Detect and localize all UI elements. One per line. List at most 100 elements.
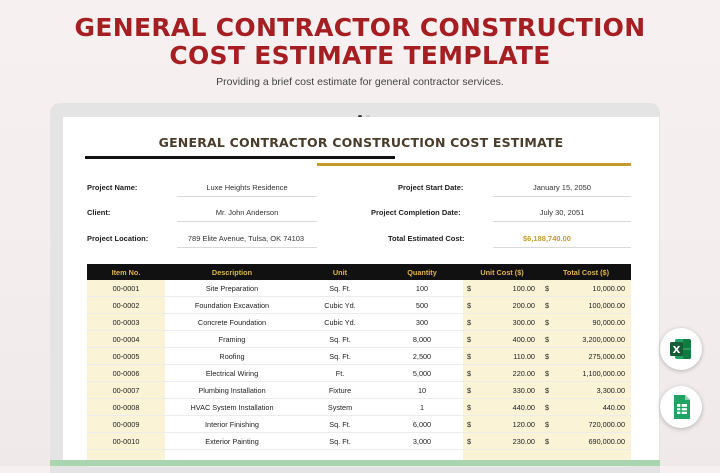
laptop-base-strip: [50, 460, 660, 466]
cell-quantity: 8,000: [381, 330, 463, 348]
cell-description: Roofing: [165, 347, 299, 365]
table-row: 00-0007 Plumbing Installation Fixture 10…: [87, 381, 632, 399]
cell-unit: Sq. Ft.: [299, 280, 381, 297]
header-unit-cost: Unit Cost ($): [463, 264, 541, 280]
divider: [177, 247, 317, 248]
cell-unit: Sq. Ft.: [299, 347, 381, 365]
location-value: 789 Elite Avenue, Tulsa, OK 74103: [187, 234, 305, 243]
cell-quantity: 300: [381, 313, 463, 331]
cell-currency: $: [463, 398, 477, 416]
carousel-dots: [356, 106, 372, 119]
hero-title-line2: COST ESTIMATE TEMPLATE: [169, 41, 551, 70]
cell-item-no: 00-0009: [87, 415, 165, 433]
table-row: 00-0010 Exterior Painting Sq. Ft. 3,000 …: [87, 432, 632, 450]
start-date-label: Project Start Date:: [398, 183, 464, 192]
cell-quantity: 10: [381, 381, 463, 399]
info-total-cost: Total Estimated Cost: $6,188,740.00: [363, 231, 631, 249]
cell-total-cost: 90,000.00: [555, 313, 632, 331]
cell-quantity: 500: [381, 296, 463, 314]
cost-table: Item No. Description Unit Quantity Unit …: [87, 264, 632, 467]
cell-unit-cost: 110.00: [477, 347, 541, 365]
table-row: 00-0004 Framing Sq. Ft. 8,000 $ 400.00 $…: [87, 330, 632, 348]
table-header-row: Item No. Description Unit Quantity Unit …: [87, 264, 632, 280]
cell-description: Electrical Wiring: [165, 364, 299, 382]
divider: [493, 221, 631, 222]
info-project-name: Project Name: Luxe Heights Residence: [87, 180, 317, 198]
cell-currency: $: [463, 313, 477, 331]
cell-currency: $: [541, 364, 555, 382]
total-cost-value: $6,188,740.00: [523, 234, 571, 243]
header-item-no: Item No.: [87, 264, 165, 280]
cell-unit-cost: 440.00: [477, 398, 541, 416]
cell-total-cost: 690,000.00: [555, 432, 632, 450]
cell-description: Site Preparation: [165, 280, 299, 297]
table-row: 00-0006 Electrical Wiring Ft. 5,000 $ 22…: [87, 364, 632, 382]
cell-description: HVAC System Installation: [165, 398, 299, 416]
table-row: 00-0005 Roofing Sq. Ft. 2,500 $ 110.00 $…: [87, 347, 632, 365]
start-date-value: January 15, 2050: [533, 183, 591, 192]
title-underline-black: [85, 156, 395, 159]
cell-currency: $: [541, 381, 555, 399]
info-location: Project Location: 789 Elite Avenue, Tuls…: [87, 231, 317, 249]
cell-unit-cost: 220.00: [477, 364, 541, 382]
cell-total-cost: 440.00: [555, 398, 632, 416]
cell-item-no: 00-0004: [87, 330, 165, 348]
cell-currency: $: [463, 432, 477, 450]
cell-unit-cost: 400.00: [477, 330, 541, 348]
cell-unit-cost: 230.00: [477, 432, 541, 450]
cell-currency: $: [541, 330, 555, 348]
header-quantity: Quantity: [381, 264, 463, 280]
cell-item-no: 00-0005: [87, 347, 165, 365]
cell-currency: $: [541, 415, 555, 433]
cell-currency: $: [541, 280, 555, 297]
table-row: 00-0009 Interior Finishing Sq. Ft. 6,000…: [87, 415, 632, 433]
cell-currency: $: [541, 347, 555, 365]
total-cost-label: Total Estimated Cost:: [388, 234, 465, 243]
header-unit: Unit: [299, 264, 381, 280]
client-value: Mr. John Anderson: [215, 208, 279, 217]
cell-description: Foundation Excavation: [165, 296, 299, 314]
cell-item-no: 00-0006: [87, 364, 165, 382]
cell-total-cost: 10,000.00: [555, 280, 632, 297]
excel-app-button[interactable]: X: [660, 328, 702, 370]
cell-total-cost: 275,000.00: [555, 347, 632, 365]
cell-currency: $: [541, 432, 555, 450]
project-name-label: Project Name:: [87, 183, 138, 192]
excel-icon: X: [670, 339, 691, 359]
divider: [177, 196, 317, 197]
cell-currency: $: [463, 296, 477, 314]
cell-description: Concrete Foundation: [165, 313, 299, 331]
document-sheet: GENERAL CONTRACTOR CONSTRUCTION COST EST…: [63, 117, 659, 467]
divider: [493, 196, 631, 197]
cell-item-no: 00-0001: [87, 280, 165, 297]
cell-total-cost: 100,000.00: [555, 296, 632, 314]
cell-unit: System: [299, 398, 381, 416]
location-label: Project Location:: [87, 234, 149, 243]
header-total-cost: Total Cost ($): [541, 264, 632, 280]
cell-currency: $: [541, 296, 555, 314]
cell-unit: Cubic Yd.: [299, 313, 381, 331]
table-row: 00-0003 Concrete Foundation Cubic Yd. 30…: [87, 313, 632, 331]
cell-total-cost: 720,000.00: [555, 415, 632, 433]
hero-title: GENERAL CONTRACTOR CONSTRUCTION COST EST…: [0, 14, 720, 70]
cell-item-no: 00-0008: [87, 398, 165, 416]
cell-unit: Cubic Yd.: [299, 296, 381, 314]
cell-unit: Sq. Ft.: [299, 330, 381, 348]
cell-currency: $: [463, 330, 477, 348]
cost-table-wrap: Item No. Description Unit Quantity Unit …: [87, 264, 632, 467]
cell-description: Interior Finishing: [165, 415, 299, 433]
cell-quantity: 1: [381, 398, 463, 416]
cell-item-no: 00-0003: [87, 313, 165, 331]
cell-unit-cost: 330.00: [477, 381, 541, 399]
table-row: 00-0002 Foundation Excavation Cubic Yd. …: [87, 296, 632, 314]
cell-quantity: 100: [381, 280, 463, 297]
cell-unit: Ft.: [299, 364, 381, 382]
completion-date-label: Project Completion Date:: [371, 208, 461, 217]
google-sheets-app-button[interactable]: [660, 386, 702, 428]
info-completion-date: Project Completion Date: July 30, 2051: [363, 205, 631, 223]
divider: [493, 247, 631, 248]
document-title: GENERAL CONTRACTOR CONSTRUCTION COST EST…: [158, 135, 564, 150]
cell-currency: $: [541, 313, 555, 331]
cell-quantity: 6,000: [381, 415, 463, 433]
cell-unit-cost: 120.00: [477, 415, 541, 433]
